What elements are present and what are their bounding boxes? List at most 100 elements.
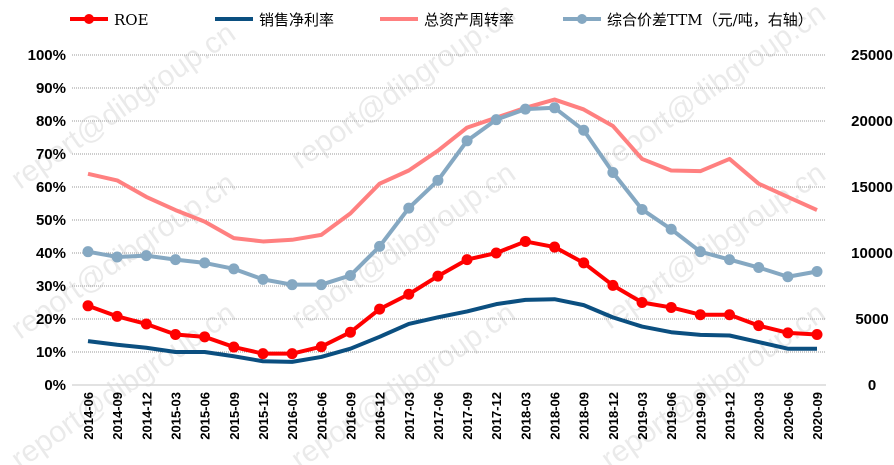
- x-axis-tick-label: 2020-03: [752, 392, 767, 440]
- series-0-point: [607, 279, 619, 291]
- series-0-point: [694, 309, 706, 321]
- series-0-point: [111, 310, 123, 322]
- left-axis-tick-label: 50%: [36, 212, 66, 229]
- series-0-point: [811, 329, 823, 341]
- left-axis-tick-label: 10%: [36, 344, 66, 361]
- series-0-point: [228, 341, 240, 353]
- left-axis-tick-label: 70%: [36, 146, 66, 163]
- right-axis-tick-label: 25000: [851, 47, 893, 64]
- left-axis-tick-label: 80%: [36, 113, 66, 130]
- series-3-point: [694, 246, 706, 258]
- x-axis-tick-label: 2020-06: [781, 392, 796, 440]
- series-3-point: [111, 251, 123, 263]
- left-axis-tick-label: 90%: [36, 80, 66, 97]
- series-3-point: [782, 271, 794, 283]
- x-axis-tick-label: 2014-06: [81, 392, 96, 440]
- series-0-point: [665, 301, 677, 313]
- left-axis-tick-label: 100%: [28, 47, 66, 64]
- series-3-point: [140, 250, 152, 262]
- series-0-point: [374, 303, 386, 315]
- series-0-point: [344, 326, 356, 338]
- series-3-point: [607, 166, 619, 178]
- legend-label: ROE: [114, 11, 149, 29]
- series-3-point: [257, 273, 269, 285]
- x-axis-tick-label: 2015-09: [227, 392, 242, 440]
- series-0-point: [286, 348, 298, 360]
- series-0-point: [490, 247, 502, 259]
- series-0-point: [782, 327, 794, 339]
- series-0-point: [140, 318, 152, 330]
- series-0-point: [753, 320, 765, 332]
- series-1-line: [87, 297, 817, 364]
- right-axis-tick-label: 20000: [851, 113, 893, 130]
- series-3-point: [578, 124, 590, 136]
- series-3-point: [286, 279, 298, 291]
- series-3-point: [169, 254, 181, 266]
- series-3-point: [724, 254, 736, 266]
- x-axis-tick-label: 2017-03: [402, 392, 417, 440]
- right-axis-tick-label: 10000: [851, 245, 893, 262]
- x-axis-tick-label: 2019-09: [693, 392, 708, 440]
- left-axis-tick-label: 40%: [36, 245, 66, 262]
- series-0-point: [636, 297, 648, 308]
- series-0-point: [724, 309, 736, 321]
- series-0-point: [578, 257, 590, 269]
- series-3-point: [82, 246, 94, 258]
- series-0-point: [519, 235, 531, 247]
- series-0-point: [169, 329, 181, 341]
- series-0-point: [257, 348, 269, 360]
- series-0-point: [432, 270, 444, 282]
- left-axis-tick-label: 20%: [36, 311, 66, 328]
- x-axis-tick-label: 2015-03: [168, 392, 183, 440]
- series-0-point: [403, 288, 415, 300]
- legend-marker: [577, 14, 587, 24]
- legend-label: 销售净利率: [259, 11, 334, 29]
- series-3-point: [753, 262, 765, 274]
- series-3-point: [811, 265, 823, 277]
- series-0-point: [549, 241, 561, 253]
- series-3-point: [199, 257, 211, 269]
- x-axis-tick-label: 2017-06: [431, 392, 446, 440]
- series-3-point: [228, 263, 240, 275]
- x-axis-tick-label: 2016-09: [343, 392, 358, 440]
- x-axis-tick-label: 2017-09: [460, 392, 475, 440]
- x-axis-tick-label: 2016-12: [373, 392, 388, 440]
- x-axis-tick-label: 2018-06: [548, 392, 563, 440]
- series-3-point: [403, 202, 415, 214]
- x-axis-tick-label: 2016-06: [314, 392, 329, 440]
- x-axis-tick-label: 2019-03: [635, 392, 650, 440]
- x-axis-tick-label: 2014-12: [139, 392, 154, 440]
- series-0-point: [82, 300, 94, 312]
- series-0-point: [461, 254, 473, 266]
- x-axis-tick-label: 2016-03: [285, 392, 300, 440]
- series-3-point: [461, 135, 473, 147]
- series-3-point: [344, 269, 356, 281]
- series-3-point: [432, 174, 444, 186]
- left-axis-tick-label: 30%: [36, 278, 66, 295]
- series-0-point: [199, 331, 211, 343]
- legend-marker: [84, 14, 94, 24]
- x-axis-tick-label: 2017-12: [489, 392, 504, 440]
- x-axis-tick-label: 2020-09: [810, 392, 825, 440]
- series-3-point: [549, 102, 561, 114]
- watermark-text: report@dibgroup.cn: [5, 16, 242, 195]
- series-2-line: [87, 97, 818, 244]
- series-3-point: [374, 240, 386, 252]
- x-axis-tick-label: 2019-06: [664, 392, 679, 440]
- legend-label: 总资产周转率: [424, 11, 514, 29]
- x-axis-tick-label: 2018-03: [518, 392, 533, 440]
- x-axis-tick-label: 2018-09: [577, 392, 592, 440]
- x-axis-tick-label: 2019-12: [723, 392, 738, 440]
- x-axis-tick-label: 2018-12: [606, 392, 621, 440]
- right-axis-tick-label: 15000: [851, 179, 893, 196]
- right-axis-tick-label: 0: [868, 377, 876, 394]
- series-3-point: [636, 203, 648, 215]
- x-axis-tick-label: 2014-09: [110, 392, 125, 440]
- series-3-point: [665, 223, 677, 235]
- x-axis-tick-label: 2015-12: [256, 392, 271, 440]
- x-axis-tick-label: 2015-06: [198, 392, 213, 440]
- left-axis-tick-label: 0%: [44, 377, 66, 394]
- series-3-point: [315, 279, 327, 291]
